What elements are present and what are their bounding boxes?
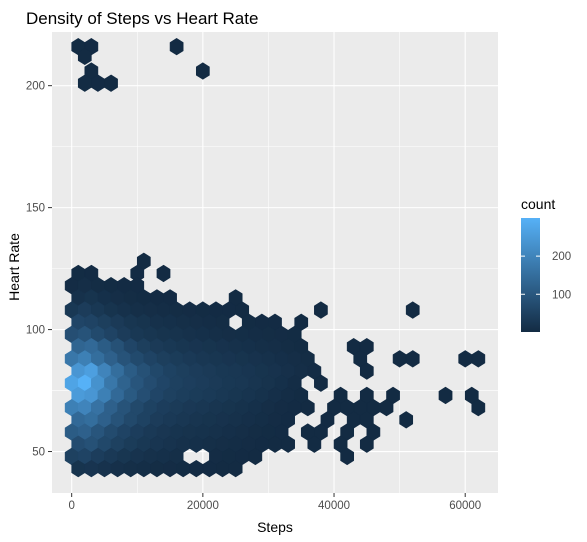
legend-ticks: 100 200 bbox=[521, 251, 571, 301]
hex-bin bbox=[307, 435, 322, 453]
x-tick-label: 20000 bbox=[187, 500, 219, 512]
y-tick-label: 100 bbox=[26, 325, 45, 337]
hex-bin bbox=[248, 447, 263, 466]
hex-bin bbox=[300, 398, 315, 417]
y-axis-ticks: 50 100 150 200 bbox=[26, 81, 52, 459]
x-tick-label: 0 bbox=[68, 500, 74, 512]
hex-bin bbox=[169, 37, 184, 56]
y-tick-label: 50 bbox=[32, 447, 45, 459]
y-axis-title: Heart Rate bbox=[6, 233, 22, 301]
hex-bin bbox=[438, 386, 453, 405]
x-tick-label: 40000 bbox=[318, 500, 350, 512]
hex-bin bbox=[405, 301, 420, 319]
x-axis-ticks: 0 20000 40000 60000 bbox=[68, 493, 481, 512]
hex-bin bbox=[156, 264, 171, 283]
hex-bin bbox=[359, 435, 374, 453]
x-tick-label: 60000 bbox=[449, 500, 481, 512]
hex-bin bbox=[359, 362, 374, 380]
legend-label: 200 bbox=[552, 251, 571, 263]
legend-label: 100 bbox=[552, 289, 571, 301]
chart-title: Density of Steps vs Heart Rate bbox=[26, 9, 258, 28]
hex-bin bbox=[314, 301, 328, 319]
hex-bins bbox=[64, 37, 486, 478]
hex-bin bbox=[281, 435, 295, 453]
hex-bin bbox=[379, 398, 394, 417]
y-tick-label: 150 bbox=[26, 203, 45, 215]
hex-bin bbox=[471, 398, 486, 417]
legend-title: count bbox=[521, 196, 555, 212]
hex-bin bbox=[399, 411, 414, 429]
y-tick-label: 200 bbox=[26, 81, 45, 93]
hex-bin bbox=[77, 47, 92, 66]
hex-bin bbox=[104, 74, 118, 92]
hex-bin bbox=[405, 350, 420, 368]
hex-bin bbox=[228, 459, 243, 478]
hex-bin bbox=[195, 62, 210, 80]
legend-colorbar bbox=[521, 218, 540, 332]
hex-bin bbox=[340, 447, 355, 466]
hex-bin bbox=[314, 374, 328, 392]
legend: count 100 200 bbox=[521, 196, 571, 332]
hex-bin bbox=[471, 350, 486, 368]
x-axis-title: Steps bbox=[257, 519, 293, 535]
